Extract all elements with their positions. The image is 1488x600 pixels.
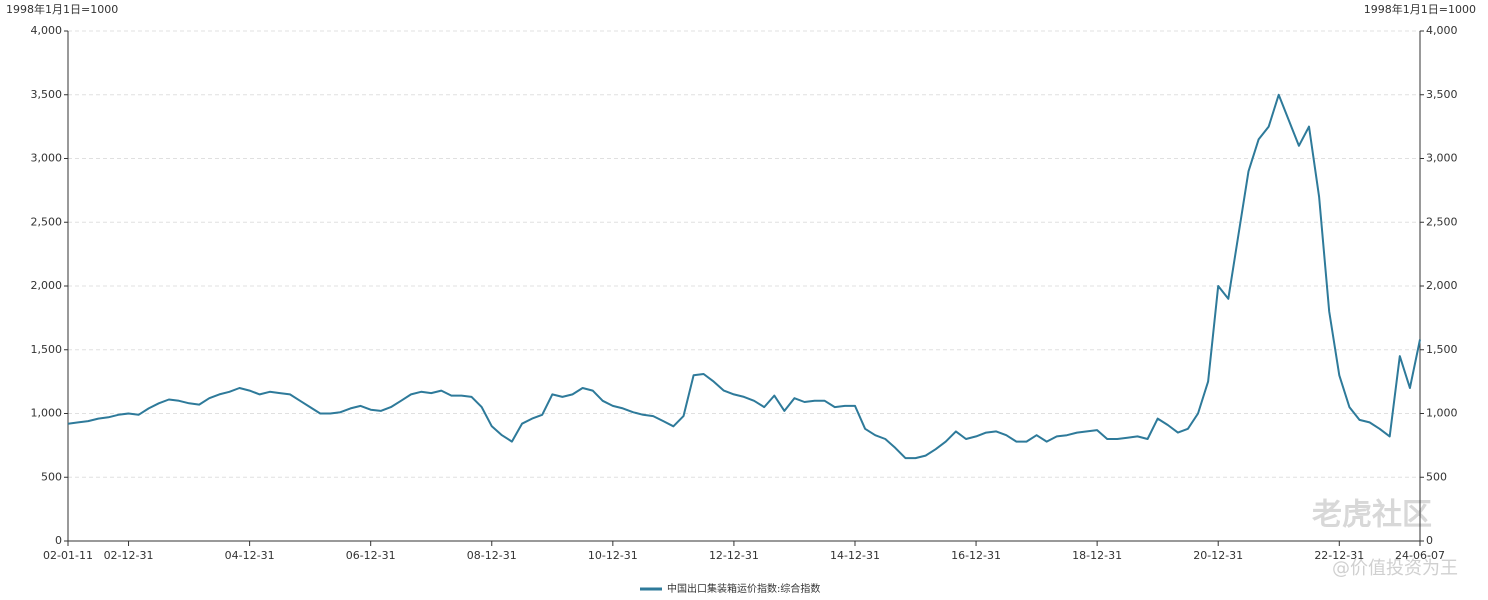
y2-tick-label: 1,500 [1426, 343, 1458, 356]
legend-label: 中国出口集装箱运价指数:综合指数 [667, 582, 820, 595]
y-tick-label: 2,000 [31, 279, 63, 292]
x-tick-label: 18-12-31 [1072, 549, 1122, 562]
y-tick-label: 500 [41, 470, 62, 483]
y-tick-label: 3,000 [31, 152, 63, 165]
y-tick-label: 2,500 [31, 215, 63, 228]
x-tick-label: 14-12-31 [830, 549, 880, 562]
y2-tick-label: 3,500 [1426, 88, 1458, 101]
y2-tick-label: 1,000 [1426, 407, 1458, 420]
y2-tick-label: 2,500 [1426, 215, 1458, 228]
watermark-author: @价值投资为王 [1332, 558, 1458, 579]
y2-tick-label: 4,000 [1426, 24, 1458, 37]
x-tick-label: 06-12-31 [346, 549, 396, 562]
x-tick-label: 04-12-31 [225, 549, 275, 562]
x-tick-label: 12-12-31 [709, 549, 759, 562]
y-tick-label: 4,000 [31, 24, 63, 37]
x-tick-label: 24-06-07 [1395, 549, 1445, 562]
y-axis-title: 1998年1月1日=1000 [6, 2, 118, 16]
y2-tick-label: 3,000 [1426, 152, 1458, 165]
y-tick-label: 0 [55, 534, 62, 547]
watermark: 老虎社区 [1312, 498, 1432, 533]
y-tick-label: 1,500 [31, 343, 63, 356]
x-tick-label: 20-12-31 [1193, 549, 1243, 562]
y2-axis-title: 1998年1月1日=1000 [1364, 2, 1476, 16]
y2-tick-label: 2,000 [1426, 279, 1458, 292]
x-tick-label: 02-01-11 [43, 549, 93, 562]
y-tick-label: 3,500 [31, 88, 63, 101]
series-line [67, 93, 1421, 460]
x-tick-label: 16-12-31 [951, 549, 1001, 562]
x-tick-label: 10-12-31 [588, 549, 638, 562]
x-tick-label: 22-12-31 [1314, 549, 1364, 562]
y-tick-label: 1,000 [31, 407, 63, 420]
x-tick-label: 02-12-31 [104, 549, 154, 562]
x-tick-label: 08-12-31 [467, 549, 517, 562]
y2-tick-label: 500 [1426, 470, 1447, 483]
y2-tick-label: 0 [1426, 534, 1433, 547]
